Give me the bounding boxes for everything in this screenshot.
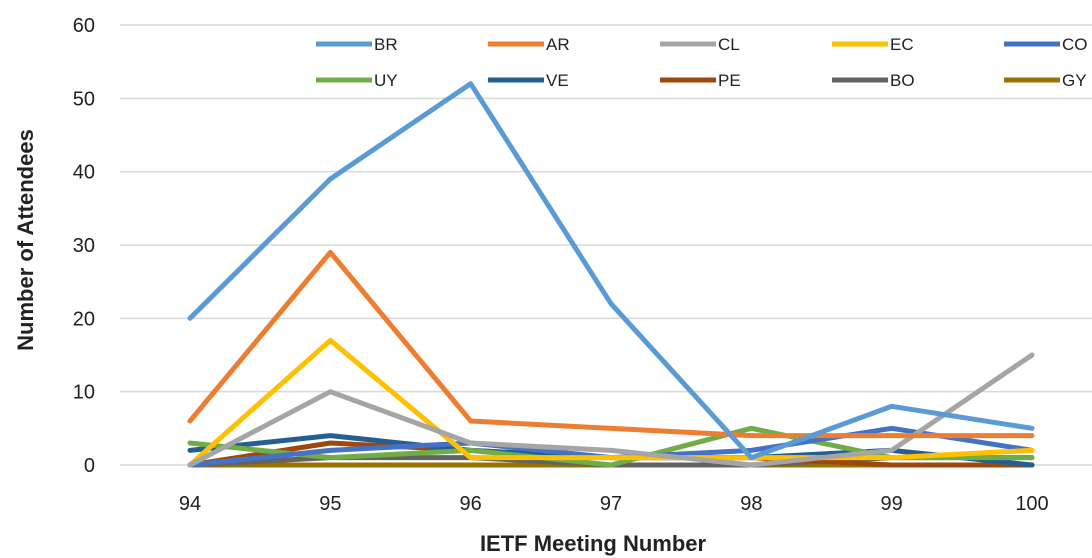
legend-label: BR: [374, 35, 398, 54]
y-tick-label: 50: [73, 88, 95, 110]
y-tick-label: 10: [73, 382, 95, 404]
legend-label: CL: [718, 35, 740, 54]
legend-item-ec: EC: [832, 35, 914, 54]
x-tick-label: 94: [179, 493, 201, 515]
y-axis-title: Number of Attendees: [13, 129, 38, 351]
legend-item-cl: CL: [660, 35, 740, 54]
x-axis-ticks: 94 95 96 97 98 99 100: [179, 493, 1049, 515]
series-line-ec: [187, 337, 1035, 468]
legend-item-co: CO: [1004, 35, 1088, 54]
legend-label: GY: [1062, 71, 1087, 90]
legend-item-br: BR: [316, 35, 398, 54]
legend-label: VE: [546, 71, 569, 90]
legend-label: EC: [890, 35, 914, 54]
legend-item-ve: VE: [488, 71, 569, 90]
legend: BR AR CL EC CO UY VE PE BO GY: [316, 35, 1088, 90]
x-tick-label: 96: [460, 493, 482, 515]
y-tick-label: 0: [84, 455, 95, 477]
series-line-cl: [187, 352, 1035, 468]
y-tick-label: 60: [73, 15, 95, 37]
y-axis-ticks: 0 10 20 30 40 50 60: [73, 15, 95, 477]
x-tick-label: 98: [740, 493, 762, 515]
x-tick-label: 95: [319, 493, 341, 515]
legend-label: AR: [546, 35, 570, 54]
x-axis-title: IETF Meeting Number: [480, 531, 707, 556]
legend-item-bo: BO: [832, 71, 915, 90]
series-lines: [187, 81, 1035, 468]
series-line-ar: [187, 249, 1035, 439]
legend-label: CO: [1062, 35, 1088, 54]
x-tick-label: 97: [600, 493, 622, 515]
legend-item-pe: PE: [660, 71, 741, 90]
x-tick-label: 100: [1015, 493, 1048, 515]
legend-item-ar: AR: [488, 35, 570, 54]
gridlines: [120, 24, 1092, 466]
x-tick-label: 99: [881, 493, 903, 515]
y-tick-label: 30: [73, 235, 95, 257]
series-line-br: [187, 81, 1035, 461]
legend-item-gy: GY: [1004, 71, 1087, 90]
legend-label: UY: [374, 71, 398, 90]
y-tick-label: 40: [73, 162, 95, 184]
legend-item-uy: UY: [316, 71, 398, 90]
y-tick-label: 20: [73, 308, 95, 330]
legend-label: BO: [890, 71, 915, 90]
legend-label: PE: [718, 71, 741, 90]
